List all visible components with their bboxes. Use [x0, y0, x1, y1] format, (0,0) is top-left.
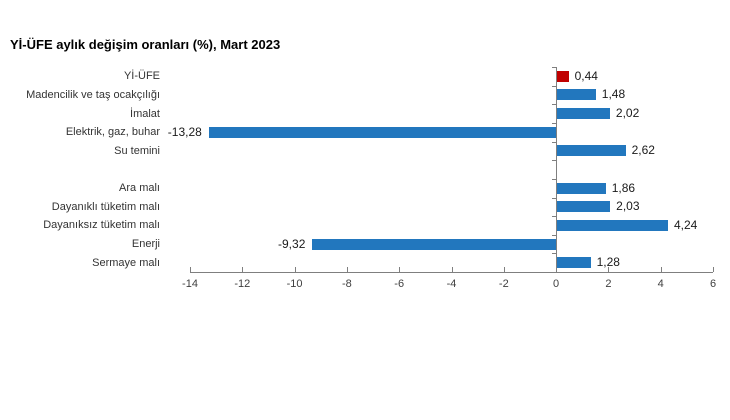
value-label: -13,28	[167, 124, 202, 139]
value-label: 1,48	[601, 87, 626, 102]
bar	[557, 219, 668, 231]
category-tick	[552, 178, 557, 180]
category-tick	[552, 104, 557, 106]
value-label: 4,24	[673, 217, 698, 232]
category-tick	[552, 67, 557, 68]
x-tick-label: -8	[342, 278, 352, 291]
x-tick-label: -6	[394, 278, 405, 291]
bar	[557, 257, 591, 269]
x-tick-label: -12	[234, 278, 251, 291]
x-axis-tick	[399, 267, 401, 273]
x-tick-label: -10	[286, 278, 303, 291]
value-label: 2,62	[631, 143, 655, 158]
x-tick-label: 0	[553, 278, 560, 291]
category-label: Dayanıklı tüketim malı	[51, 200, 160, 213]
x-axis-tick	[660, 267, 662, 273]
chart-title: Yİ-ÜFE aylık değişim oranları (%), Mart …	[10, 37, 281, 52]
category-tick	[552, 216, 557, 218]
value-label: -9,32	[278, 236, 306, 251]
x-tick-label: 2	[605, 278, 612, 291]
value-label: 2,03	[616, 199, 640, 214]
category-tick	[552, 141, 557, 143]
x-tick-label: -4	[446, 278, 457, 291]
category-label: Madencilik ve taş ocakçılığı	[26, 88, 160, 101]
bar	[312, 238, 557, 250]
x-axis-tick	[556, 267, 558, 273]
category-tick	[552, 197, 557, 199]
x-axis-tick	[713, 267, 714, 273]
bar	[557, 182, 606, 194]
category-tick	[552, 85, 557, 87]
category-label: Yİ-ÜFE	[123, 70, 160, 83]
category-label: Enerji	[131, 238, 160, 251]
x-axis-tick	[608, 267, 610, 273]
x-tick-label: -2	[498, 278, 509, 291]
value-label: 1,28	[596, 255, 620, 270]
x-axis-tick	[503, 267, 505, 273]
x-axis-line	[190, 272, 713, 274]
bar	[208, 126, 557, 138]
category-label: Sermaye malı	[92, 256, 160, 269]
category-label: Su temini	[114, 144, 160, 157]
category-label: Elektrik, gaz, buhar	[65, 126, 160, 139]
value-label: 2,02	[615, 106, 640, 121]
category-tick	[552, 122, 557, 124]
category-label: Dayanıksız tüketim malı	[43, 219, 160, 232]
bar	[557, 70, 569, 82]
x-axis-tick	[294, 267, 296, 273]
zero-axis-line	[556, 67, 558, 273]
category-tick	[552, 160, 557, 162]
x-tick-label: 6	[709, 278, 717, 291]
value-label: 1,86	[611, 180, 636, 195]
x-tick-label: -14	[182, 278, 198, 291]
category-label: İmalat	[130, 107, 160, 120]
bar	[557, 108, 610, 120]
x-axis-tick	[190, 267, 191, 273]
category-label: Ara malı	[119, 182, 160, 195]
bar	[557, 89, 596, 101]
x-axis-tick	[346, 267, 348, 273]
x-axis-tick	[242, 267, 244, 273]
bar	[557, 201, 611, 213]
x-tick-label: 4	[657, 278, 664, 291]
category-tick	[552, 234, 557, 236]
category-tick	[552, 253, 557, 255]
bar	[557, 145, 626, 157]
x-axis-tick	[451, 267, 453, 273]
value-label: 0,44	[574, 68, 598, 83]
